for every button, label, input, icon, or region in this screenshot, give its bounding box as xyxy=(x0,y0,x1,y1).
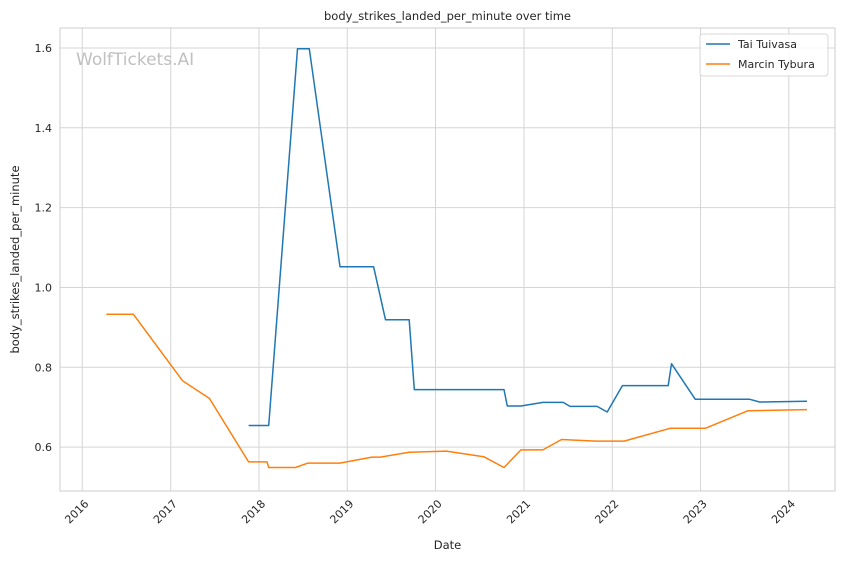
plot-frame xyxy=(59,27,836,492)
y-tick-label: 0.6 xyxy=(35,441,53,454)
grid xyxy=(60,28,835,491)
y-axis-label: body_strikes_landed_per_minute xyxy=(8,165,22,353)
y-tick-labels: 0.6 0.8 1.0 1.2 1.4 1.6 xyxy=(35,42,53,454)
x-tick-label: 2018 xyxy=(239,497,268,526)
legend-box xyxy=(699,33,829,77)
y-tick-label: 1.0 xyxy=(35,281,53,294)
legend-label: Tai Tuivasa xyxy=(737,38,797,51)
legend-label: Marcin Tybura xyxy=(738,58,815,71)
x-tick-label: 2021 xyxy=(504,497,533,526)
watermark-text: WolfTickets.AI xyxy=(76,50,194,70)
x-tick-label: 2016 xyxy=(62,497,91,526)
x-tick-label: 2024 xyxy=(769,497,798,526)
y-tick-label: 1.4 xyxy=(35,122,53,135)
legend: Tai Tuivasa Marcin Tybura xyxy=(699,33,829,77)
y-tick-label: 1.2 xyxy=(35,202,53,215)
y-tick-label: 1.6 xyxy=(35,42,53,55)
series-line-marcin-tybura xyxy=(106,313,808,469)
x-axis-label: Date xyxy=(434,538,462,552)
series-layer xyxy=(106,48,808,469)
x-tick-label: 2019 xyxy=(327,497,356,526)
series-line-tai-tuivasa xyxy=(248,48,808,427)
y-tick-label: 0.8 xyxy=(35,361,53,374)
x-tick-label: 2017 xyxy=(151,497,180,526)
plot-area xyxy=(60,28,835,491)
x-tick-labels: 2016 2017 2018 2019 2020 2021 2022 2023 2024 xyxy=(62,497,798,526)
x-tick-label: 2023 xyxy=(681,497,710,526)
x-tick-label: 2022 xyxy=(592,497,621,526)
chart-title: body_strikes_landed_per_minute over time xyxy=(324,9,571,23)
x-tick-label: 2020 xyxy=(416,497,445,526)
